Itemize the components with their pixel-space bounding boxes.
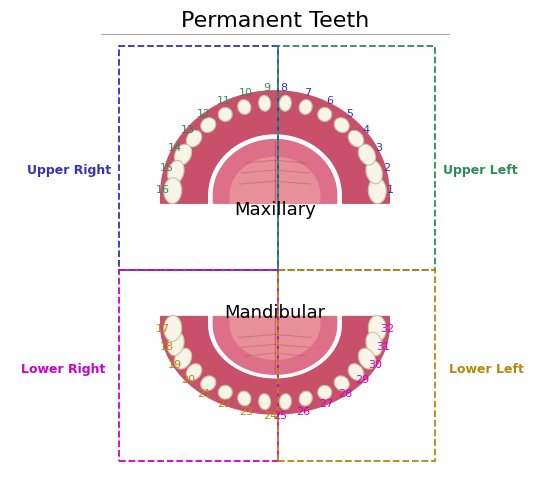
- Ellipse shape: [359, 348, 376, 369]
- Bar: [278, 46, 435, 270]
- Text: 2: 2: [383, 163, 390, 173]
- Ellipse shape: [201, 376, 216, 391]
- Text: 18: 18: [160, 342, 174, 352]
- Text: 21: 21: [197, 389, 211, 399]
- Ellipse shape: [201, 118, 216, 132]
- Text: 22: 22: [217, 399, 232, 409]
- Text: 14: 14: [168, 143, 182, 153]
- Text: 25: 25: [273, 410, 287, 420]
- Text: 15: 15: [160, 163, 173, 173]
- Text: 3: 3: [375, 143, 382, 153]
- Text: 1: 1: [387, 185, 394, 195]
- Ellipse shape: [164, 315, 182, 341]
- Text: Lower Right: Lower Right: [21, 363, 106, 376]
- Text: 17: 17: [156, 324, 170, 334]
- Ellipse shape: [348, 131, 364, 147]
- Text: 28: 28: [338, 389, 353, 399]
- Ellipse shape: [174, 144, 191, 165]
- Ellipse shape: [299, 391, 312, 406]
- Text: Upper Right: Upper Right: [27, 164, 111, 177]
- Text: 13: 13: [180, 125, 195, 134]
- Ellipse shape: [279, 394, 292, 409]
- Bar: [119, 46, 278, 270]
- Text: Permanent Teeth: Permanent Teeth: [181, 11, 369, 31]
- Text: Mandibular: Mandibular: [224, 303, 326, 322]
- Text: 24: 24: [263, 410, 277, 420]
- Text: 16: 16: [156, 185, 170, 195]
- Ellipse shape: [238, 391, 251, 406]
- Ellipse shape: [368, 315, 386, 341]
- Ellipse shape: [174, 348, 191, 369]
- Text: 31: 31: [377, 342, 390, 352]
- Text: 4: 4: [362, 125, 370, 134]
- Bar: [119, 270, 278, 461]
- Text: 7: 7: [304, 88, 311, 98]
- Ellipse shape: [318, 385, 332, 399]
- Text: 5: 5: [346, 109, 353, 119]
- Text: 9: 9: [263, 84, 270, 94]
- Ellipse shape: [334, 118, 349, 132]
- Text: 32: 32: [380, 324, 394, 334]
- Ellipse shape: [168, 160, 184, 184]
- Ellipse shape: [164, 178, 182, 204]
- Ellipse shape: [218, 385, 232, 399]
- Ellipse shape: [279, 96, 292, 111]
- Text: 29: 29: [355, 375, 370, 385]
- Polygon shape: [213, 140, 337, 203]
- Text: 8: 8: [280, 84, 287, 94]
- Ellipse shape: [366, 332, 382, 356]
- Text: Maxillary: Maxillary: [234, 201, 316, 219]
- Text: 30: 30: [368, 360, 382, 370]
- Text: 23: 23: [239, 407, 254, 417]
- Polygon shape: [161, 91, 389, 203]
- Ellipse shape: [368, 178, 386, 204]
- Polygon shape: [161, 316, 389, 414]
- Ellipse shape: [348, 364, 364, 380]
- Ellipse shape: [258, 394, 271, 409]
- Text: Upper Left: Upper Left: [443, 164, 518, 177]
- Ellipse shape: [186, 364, 202, 380]
- Text: 10: 10: [239, 88, 253, 98]
- Ellipse shape: [299, 100, 312, 114]
- Ellipse shape: [218, 108, 232, 121]
- Ellipse shape: [318, 108, 332, 121]
- Ellipse shape: [366, 160, 382, 184]
- Ellipse shape: [238, 100, 251, 114]
- Ellipse shape: [334, 376, 349, 391]
- Text: 20: 20: [180, 375, 195, 385]
- Text: 12: 12: [197, 109, 211, 119]
- Polygon shape: [230, 157, 320, 203]
- Ellipse shape: [258, 96, 271, 111]
- Ellipse shape: [186, 131, 202, 147]
- Text: 19: 19: [168, 360, 182, 370]
- Text: 26: 26: [296, 407, 311, 417]
- Text: Lower Left: Lower Left: [449, 363, 524, 376]
- Polygon shape: [230, 316, 320, 360]
- Polygon shape: [213, 316, 337, 374]
- Text: 6: 6: [326, 96, 333, 107]
- Ellipse shape: [359, 144, 376, 165]
- Text: 27: 27: [318, 399, 333, 409]
- Ellipse shape: [168, 332, 184, 356]
- Bar: [278, 270, 435, 461]
- Text: 11: 11: [217, 96, 231, 107]
